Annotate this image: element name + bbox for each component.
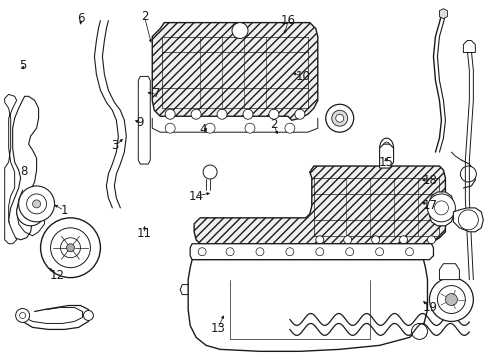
- Text: 4: 4: [199, 123, 206, 136]
- Ellipse shape: [459, 166, 475, 182]
- Polygon shape: [194, 272, 242, 314]
- Text: 15: 15: [378, 156, 392, 168]
- Ellipse shape: [165, 109, 175, 119]
- Text: 6: 6: [77, 12, 85, 25]
- Ellipse shape: [16, 309, 30, 323]
- Text: 2: 2: [269, 118, 277, 131]
- Ellipse shape: [345, 248, 353, 256]
- Ellipse shape: [411, 323, 427, 339]
- Ellipse shape: [61, 238, 81, 258]
- Text: 16: 16: [280, 14, 295, 27]
- Ellipse shape: [33, 200, 41, 208]
- Ellipse shape: [208, 282, 227, 302]
- Polygon shape: [439, 264, 458, 280]
- Ellipse shape: [232, 23, 247, 39]
- Ellipse shape: [66, 244, 74, 252]
- Text: 17: 17: [422, 199, 436, 212]
- Ellipse shape: [315, 236, 323, 244]
- Ellipse shape: [203, 165, 217, 179]
- Ellipse shape: [244, 123, 254, 133]
- Ellipse shape: [405, 248, 413, 256]
- Ellipse shape: [335, 114, 343, 122]
- Ellipse shape: [26, 194, 46, 214]
- Ellipse shape: [428, 278, 472, 321]
- Text: 1: 1: [60, 204, 68, 217]
- Ellipse shape: [433, 201, 447, 215]
- Ellipse shape: [83, 310, 93, 320]
- Ellipse shape: [22, 204, 39, 220]
- Ellipse shape: [200, 274, 236, 310]
- Polygon shape: [9, 96, 39, 240]
- Text: 5: 5: [19, 59, 26, 72]
- Polygon shape: [452, 208, 482, 232]
- Polygon shape: [138, 76, 150, 164]
- Polygon shape: [463, 41, 474, 53]
- Ellipse shape: [437, 285, 465, 314]
- Ellipse shape: [217, 109, 226, 119]
- Polygon shape: [194, 166, 445, 244]
- Ellipse shape: [371, 236, 379, 244]
- Ellipse shape: [331, 110, 347, 126]
- Ellipse shape: [427, 236, 435, 244]
- Polygon shape: [428, 192, 452, 226]
- Ellipse shape: [457, 210, 477, 230]
- Ellipse shape: [165, 123, 175, 133]
- Polygon shape: [5, 94, 17, 244]
- Text: 14: 14: [188, 190, 203, 203]
- Ellipse shape: [41, 218, 100, 278]
- Ellipse shape: [399, 236, 407, 244]
- Polygon shape: [152, 23, 317, 120]
- Ellipse shape: [285, 123, 294, 133]
- Ellipse shape: [294, 109, 304, 119]
- Text: 18: 18: [422, 174, 436, 186]
- Ellipse shape: [285, 248, 293, 256]
- Polygon shape: [439, 9, 447, 19]
- Polygon shape: [188, 260, 427, 351]
- Text: 10: 10: [295, 69, 310, 82]
- Ellipse shape: [191, 109, 201, 119]
- Text: 12: 12: [49, 269, 64, 282]
- Ellipse shape: [445, 293, 456, 306]
- Text: 9: 9: [136, 116, 143, 129]
- Ellipse shape: [325, 104, 353, 132]
- Text: 2: 2: [141, 10, 148, 23]
- Ellipse shape: [375, 248, 383, 256]
- Ellipse shape: [243, 109, 252, 119]
- Ellipse shape: [268, 109, 278, 119]
- Text: 8: 8: [20, 165, 28, 177]
- Ellipse shape: [255, 248, 264, 256]
- Text: 11: 11: [137, 227, 152, 240]
- Text: 13: 13: [210, 322, 224, 335]
- Ellipse shape: [315, 248, 323, 256]
- Text: 19: 19: [422, 301, 436, 314]
- Ellipse shape: [19, 186, 55, 222]
- Ellipse shape: [225, 248, 234, 256]
- Polygon shape: [190, 244, 432, 260]
- Polygon shape: [379, 144, 393, 168]
- Ellipse shape: [198, 248, 205, 256]
- Ellipse shape: [204, 123, 215, 133]
- Ellipse shape: [17, 198, 44, 226]
- Ellipse shape: [427, 194, 454, 222]
- Ellipse shape: [50, 228, 90, 268]
- Text: 7: 7: [153, 87, 160, 100]
- Ellipse shape: [20, 312, 25, 319]
- Text: 3: 3: [111, 139, 119, 152]
- Ellipse shape: [343, 236, 351, 244]
